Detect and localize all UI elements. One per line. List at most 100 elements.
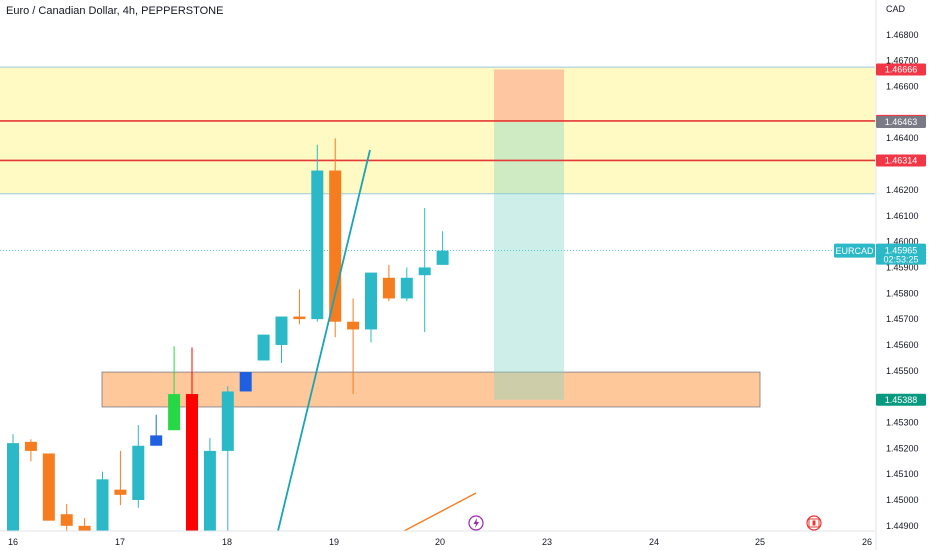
price-tag-label: 1.46463 xyxy=(885,117,918,127)
candle xyxy=(418,208,431,333)
y-tick-label: 1.45000 xyxy=(886,495,919,505)
price-tag xyxy=(876,115,926,128)
candle xyxy=(150,414,163,446)
price-tag-label: 1.46314 xyxy=(885,156,918,166)
y-tick-label: 1.45200 xyxy=(886,443,919,453)
last-price-label: 1.45965 xyxy=(885,246,918,256)
y-tick-label: 1.46100 xyxy=(886,211,919,221)
candle-body xyxy=(418,267,431,276)
x-tick-label: 16 xyxy=(8,537,18,547)
price-tag xyxy=(876,154,926,167)
y-tick-label: 1.46200 xyxy=(886,185,919,195)
y-tick-label: 1.45700 xyxy=(886,314,919,324)
y-tick-label: 1.46000 xyxy=(886,237,919,247)
y-tick-label: 1.45900 xyxy=(886,262,919,272)
candle-body xyxy=(132,445,145,500)
y-tick-label: 1.46700 xyxy=(886,56,919,66)
candle xyxy=(365,272,377,343)
candle-body xyxy=(7,443,19,531)
y-tick-label: 1.46600 xyxy=(886,82,919,92)
candle-body xyxy=(347,321,360,330)
candle-body xyxy=(114,489,127,495)
y-tick-label: 1.44900 xyxy=(886,521,919,531)
y-tick-label: 1.45100 xyxy=(886,469,919,479)
candle xyxy=(96,471,109,531)
candle xyxy=(275,316,288,364)
x-tick-label: 18 xyxy=(222,537,232,547)
candle-body xyxy=(203,450,216,531)
candle-body xyxy=(311,170,324,320)
candle-body xyxy=(24,441,37,451)
candle-body xyxy=(78,525,91,531)
symbol-tag-label: EURCAD xyxy=(835,246,874,256)
x-tick-label: 19 xyxy=(329,537,339,547)
x-tick-label: 24 xyxy=(649,537,659,547)
y-tick-label: 1.45800 xyxy=(886,288,919,298)
candle-body xyxy=(400,277,413,299)
candle xyxy=(239,372,252,392)
price-tag-label: 1.45388 xyxy=(885,395,918,405)
candle-body xyxy=(329,170,342,322)
candle xyxy=(347,298,360,395)
candle xyxy=(186,347,198,531)
x-tick-label: 25 xyxy=(755,537,765,547)
economic-event-icon xyxy=(468,515,484,531)
y-tick-label: 1.45600 xyxy=(886,340,919,350)
y-tick-label: 1.46800 xyxy=(886,30,919,40)
candle xyxy=(293,289,306,325)
candle xyxy=(203,437,216,531)
flag-leaf xyxy=(812,520,816,526)
candle xyxy=(7,434,19,531)
candle xyxy=(42,453,55,521)
candle-body xyxy=(96,479,109,531)
lightning-glyph xyxy=(473,518,479,528)
price-tag-label: 1.46666 xyxy=(885,65,918,75)
candle-body xyxy=(150,435,163,446)
candle-body xyxy=(436,250,449,265)
y-tick-label: 1.45300 xyxy=(886,417,919,427)
candle-body xyxy=(186,394,198,531)
countdown-label: 02:53:25 xyxy=(883,255,918,265)
candle xyxy=(60,503,73,531)
candle xyxy=(168,346,181,431)
price-axis-currency: CAD xyxy=(886,4,906,14)
candle xyxy=(24,439,37,462)
symbol-tag xyxy=(834,243,875,258)
price-tag xyxy=(876,393,926,406)
candle xyxy=(221,386,234,531)
candle-body xyxy=(257,334,270,361)
canada-flag-icon xyxy=(806,515,822,531)
position-reward-zone xyxy=(494,121,564,400)
candle-body xyxy=(60,514,73,526)
y-tick-label: 1.46400 xyxy=(886,133,919,143)
candle xyxy=(311,144,324,322)
candle-body xyxy=(239,372,252,392)
x-tick-label: 17 xyxy=(115,537,125,547)
last-price-tag xyxy=(876,243,926,265)
projection-line xyxy=(403,492,477,532)
candle-body xyxy=(168,394,181,431)
candle-body xyxy=(365,272,377,330)
x-tick-label: 23 xyxy=(542,537,552,547)
candle-body xyxy=(221,391,234,451)
x-tick-label: 26 xyxy=(862,537,872,547)
candle xyxy=(132,425,145,508)
candle xyxy=(78,518,91,531)
candle-body xyxy=(382,277,395,299)
y-tick-label: 1.45500 xyxy=(886,366,919,376)
candle xyxy=(257,334,270,361)
supply-zone xyxy=(0,67,875,194)
x-tick-label: 20 xyxy=(435,537,445,547)
position-risk-zone xyxy=(494,69,564,122)
candle xyxy=(114,450,127,506)
chart-title: Euro / Canadian Dollar, 4h, PEPPERSTONE xyxy=(6,5,224,17)
trend-line xyxy=(277,149,371,532)
candle xyxy=(400,267,413,302)
candle-body xyxy=(42,453,55,521)
candle xyxy=(436,231,449,265)
candle xyxy=(382,264,395,302)
candle-body xyxy=(293,316,306,320)
candle-body xyxy=(275,316,288,345)
demand-zone xyxy=(101,371,761,408)
